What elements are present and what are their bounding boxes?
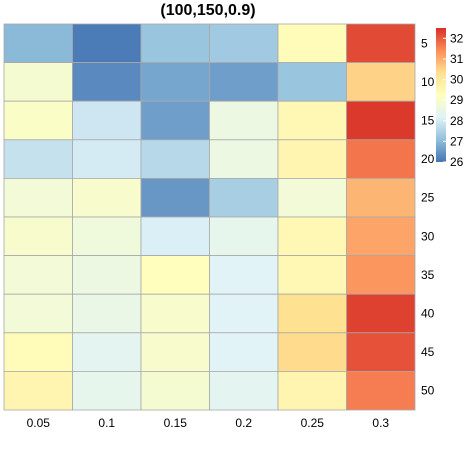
heatmap-cell — [72, 370, 142, 411]
heatmap-cell — [346, 100, 416, 141]
heatmap-cells — [3, 23, 416, 411]
heatmap-cell — [140, 62, 210, 102]
heatmap-cell — [72, 216, 142, 256]
heatmap-cell — [72, 293, 142, 334]
legend-tick-label: 31 — [450, 52, 464, 66]
legend-color-bar — [436, 28, 446, 162]
row-label: 35 — [421, 268, 435, 282]
heatmap-cell — [277, 293, 347, 334]
heatmap-cell — [140, 255, 210, 295]
legend-tick-label: 30 — [450, 73, 464, 87]
heatmap-cell — [277, 216, 347, 256]
row-label: 50 — [421, 384, 435, 398]
row-label: 20 — [421, 152, 435, 166]
heatmap-cell — [72, 62, 142, 102]
legend-tick-label: 27 — [450, 134, 464, 148]
row-label: 15 — [421, 114, 435, 128]
heatmap-cell — [3, 332, 73, 372]
heatmap-cell — [140, 139, 210, 179]
heatmap-cell — [72, 255, 142, 295]
color-legend: 26 27 28 29 30 31 32 — [436, 28, 464, 169]
row-label: 5 — [421, 36, 428, 50]
heatmap-cell — [277, 370, 347, 411]
column-label: 0.05 — [27, 416, 51, 430]
heatmap-cell — [277, 100, 347, 141]
column-label: 0.1 — [98, 416, 115, 430]
heatmap-cell — [140, 177, 210, 218]
column-label: 0.2 — [235, 416, 252, 430]
row-label: 45 — [421, 345, 435, 359]
heatmap-cell — [346, 139, 416, 179]
heatmap-cell — [346, 332, 416, 372]
heatmap-cell — [3, 23, 73, 63]
row-label: 40 — [421, 307, 435, 321]
column-labels: 0.05 0.1 0.15 0.2 0.25 0.3 — [27, 416, 390, 430]
heatmap-cell — [346, 216, 416, 256]
column-label: 0.15 — [164, 416, 188, 430]
heatmap-cell — [209, 100, 279, 141]
heatmap-cell — [277, 177, 347, 218]
heatmap-cell — [209, 139, 279, 179]
heatmap-cell — [209, 216, 279, 256]
row-labels: 5 10 15 20 25 30 35 40 45 50 — [421, 36, 435, 397]
heatmap-cell — [3, 216, 73, 256]
heatmap-cell — [3, 100, 73, 141]
heatmap-cell — [277, 62, 347, 102]
heatmap-cell — [72, 332, 142, 372]
heatmap-cell — [3, 293, 73, 334]
heatmap-cell — [346, 255, 416, 295]
heatmap-cell — [140, 293, 210, 334]
heatmap-cell — [72, 23, 142, 63]
heatmap-cell — [3, 177, 73, 218]
heatmap-cell — [140, 332, 210, 372]
heatmap-cell — [346, 370, 416, 411]
heatmap-cell — [209, 177, 279, 218]
heatmap-cell — [209, 62, 279, 102]
heatmap-cell — [209, 332, 279, 372]
heatmap-cell — [277, 139, 347, 179]
legend-tick-label: 32 — [450, 31, 464, 45]
heatmap-cell — [209, 23, 279, 63]
legend-tick-label: 29 — [450, 93, 464, 107]
heatmap-cell — [346, 23, 416, 63]
heatmap-cell — [140, 100, 210, 141]
heatmap-cell — [346, 177, 416, 218]
row-label: 10 — [421, 75, 435, 89]
heatmap-cell — [277, 23, 347, 63]
heatmap-cell — [3, 139, 73, 179]
heatmap-cell — [3, 370, 73, 411]
column-label: 0.25 — [301, 416, 325, 430]
heatmap-cell — [209, 370, 279, 411]
heatmap-cell — [346, 293, 416, 334]
heatmap-cell — [140, 216, 210, 256]
column-label: 0.3 — [372, 416, 389, 430]
heatmap-cell — [3, 62, 73, 102]
row-label: 30 — [421, 229, 435, 243]
heatmap-cell — [72, 177, 142, 218]
heatmap-cell — [277, 332, 347, 372]
heatmap-cell — [3, 255, 73, 295]
heatmap-cell — [72, 100, 142, 141]
heatmap-cell — [346, 62, 416, 102]
legend-tick-label: 26 — [450, 155, 464, 169]
heatmap-cell — [277, 255, 347, 295]
heatmap-cell — [140, 23, 210, 63]
heatmap-cell — [209, 255, 279, 295]
heatmap-cell — [140, 370, 210, 411]
heatmap-cell — [72, 139, 142, 179]
row-label: 25 — [421, 191, 435, 205]
chart-title: (100,150,0.9) — [160, 2, 255, 19]
legend-tick-label: 28 — [450, 114, 464, 128]
heatmap-cell — [209, 293, 279, 334]
